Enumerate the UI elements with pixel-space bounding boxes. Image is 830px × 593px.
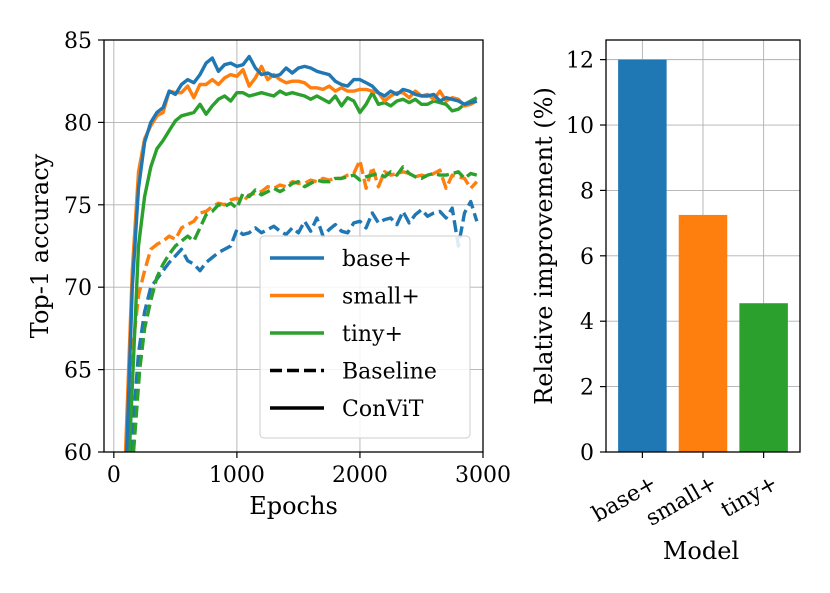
legend-label-tiny: tiny+ [342,322,403,347]
series-line-small-baseline [126,158,479,452]
series-line-base-baseline [129,199,479,452]
legend-box [259,235,471,439]
series-line-base-convit [124,54,478,452]
bar-tiny [739,303,788,452]
bar-chart-y-tick-label: 2 [580,376,594,401]
line-chart-y-tick-label: 60 [64,441,92,466]
bar-base [618,59,667,452]
series-line-tiny-convit [127,89,478,452]
bar-chart-y-axis-title: Relative improvement (%) [530,87,558,405]
line-chart-plot-area [123,54,479,452]
bar-chart-x-axis-title: Model [663,537,739,565]
bar-chart-bars [618,59,788,452]
line-chart-legend: base+ small+ tiny+ Baseline ConViT [259,235,471,439]
legend-label-base: base+ [342,247,412,272]
bar-chart-y-tick-label: 10 [566,114,594,139]
legend-label-small: small+ [342,285,420,310]
line-chart-x-tick-label: 0 [107,463,121,488]
line-chart-x-tick-label: 2000 [332,463,388,488]
line-chart-x-axis-title: Epochs [249,492,338,520]
line-chart-y-tick-label: 70 [64,276,92,301]
line-chart-y-tick-label: 80 [64,111,92,136]
bar-chart-y-tick-label: 12 [566,49,594,74]
bar-chart-y-tick-label: 6 [580,245,594,270]
line-chart-series [123,54,479,452]
line-chart-y-axis-title: Top-1 accuracy [26,153,54,338]
line-chart-x-tick-label: 1000 [209,463,265,488]
line-chart-frame [103,39,484,453]
bar-chart-y-tick-label: 8 [580,179,594,204]
legend-label-baseline: Baseline [342,360,437,385]
bar-chart-y-tick-label: 0 [580,441,594,466]
line-chart-ticks: 0 1000 2000 3000 60 65 70 75 80 85 [64,29,511,488]
line-chart-x-tick-label: 3000 [455,463,511,488]
bar-small [678,214,728,452]
line-chart-y-tick-label: 85 [64,29,92,54]
line-chart-y-tick-label: 75 [64,194,92,219]
line-chart-y-tick-label: 65 [64,359,92,384]
line-chart: 0 1000 2000 3000 60 65 70 75 80 85 Epochs Top-1 a… [26,29,511,520]
legend-label-convit: ConViT [342,397,424,422]
bar-chart-y-tick-label: 4 [580,310,594,335]
series-line-tiny-baseline [131,165,478,452]
